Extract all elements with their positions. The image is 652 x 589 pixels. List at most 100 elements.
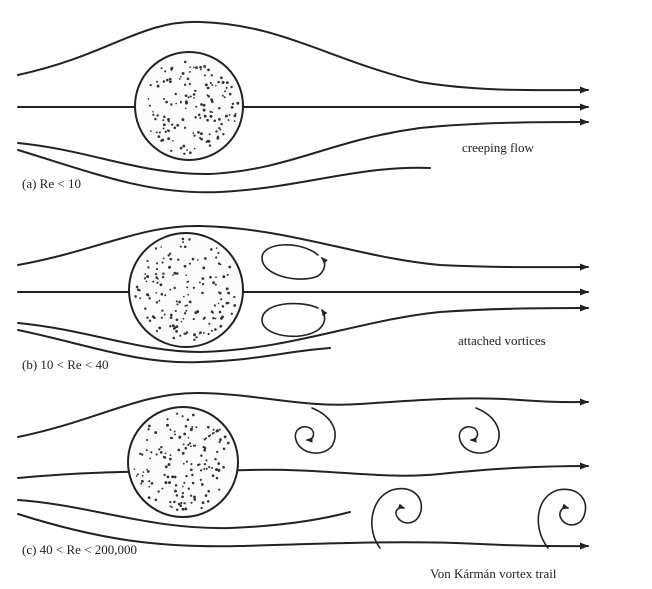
stipple-dot (156, 84, 160, 88)
stipple-dot (213, 119, 217, 122)
stipple-dot (204, 446, 207, 449)
stipple-dot (192, 318, 195, 321)
stipple-dot (187, 443, 190, 446)
stipple-dot (222, 275, 226, 279)
stipple-dot (178, 78, 181, 80)
stipple-dot (145, 438, 148, 442)
stipple-dot (216, 429, 219, 433)
stipple-dot (168, 252, 172, 255)
stipple-dot (174, 433, 177, 436)
stipple-dot (218, 106, 221, 110)
stipple-dot (175, 494, 179, 497)
stipple-dot (154, 247, 158, 250)
stipple-dot (186, 286, 189, 289)
stipple-dot (193, 134, 196, 137)
cylinder-a (134, 51, 244, 161)
stipple-dot (139, 297, 142, 300)
stipple-dot (207, 489, 210, 493)
stipple-dot (191, 413, 195, 417)
stipple-dot (176, 412, 179, 415)
stipple-dot (188, 70, 191, 73)
streamline-b-top (17, 224, 589, 271)
stipple-dot (147, 97, 150, 100)
stipple-dot (186, 280, 189, 283)
stipple-dot (188, 82, 191, 86)
stipple-dot (189, 445, 192, 448)
stipple-dot (152, 280, 155, 283)
stipple-dot (141, 474, 144, 477)
stipple-dot (203, 448, 207, 452)
streamline-c-middle (17, 462, 589, 479)
stipple-dot (182, 317, 185, 320)
case-label-a: (a) Re < 10 (22, 176, 81, 191)
stipple-dot (191, 481, 195, 485)
stipple-dot (193, 338, 196, 341)
stipple-dot (217, 302, 220, 305)
stipple-dot (188, 238, 191, 241)
stipple-dot (156, 114, 159, 117)
cylinder-c-dots (133, 412, 230, 511)
stipple-dot (186, 418, 190, 421)
stipple-dot (203, 467, 206, 471)
stipple-dot (195, 105, 198, 108)
stipple-dot (160, 316, 163, 319)
stipple-dot (233, 120, 236, 122)
stipple-dot (193, 498, 197, 501)
stipple-dot (177, 502, 181, 506)
stipple-dot (169, 428, 172, 431)
stipple-dot (209, 275, 212, 279)
stipple-dot (193, 66, 195, 69)
stipple-dot (209, 434, 212, 437)
stipple-dot (201, 291, 204, 295)
stipple-dot (169, 313, 173, 317)
stipple-dot (218, 440, 221, 444)
stipple-dot (221, 81, 225, 84)
stipple-dot (183, 481, 186, 485)
stipple-dot (175, 102, 178, 105)
stipple-dot (183, 245, 187, 249)
stipple-dot (173, 126, 177, 130)
stipple-dot (163, 473, 166, 477)
stipple-dot (206, 118, 209, 122)
stipple-dot (149, 457, 151, 460)
stipple-dot (217, 251, 220, 255)
stipple-dot (188, 151, 192, 155)
stipple-dot (159, 451, 163, 454)
stipple-dot (207, 332, 210, 336)
stipple-dot (199, 136, 202, 139)
stipple-dot (179, 245, 182, 248)
stipple-dot (192, 132, 195, 134)
stipple-dot (157, 490, 160, 493)
stipple-dot (212, 281, 215, 285)
stipple-dot (184, 424, 188, 428)
stipple-dot (200, 506, 203, 510)
stipple-dot (171, 437, 174, 440)
stipple-dot (214, 317, 217, 320)
stipple-dot (201, 282, 205, 286)
stipple-dot (150, 130, 152, 132)
stipple-dot (212, 312, 214, 314)
stipple-dot (166, 423, 169, 427)
stipple-dot (183, 152, 186, 156)
stipple-dot (217, 462, 221, 465)
stipple-dot (163, 115, 166, 119)
streamline-a-top (17, 20, 589, 94)
stipple-dot (175, 300, 178, 303)
stipple-dot (233, 114, 237, 118)
stipple-dot (227, 118, 230, 122)
stipple-dot (213, 304, 217, 307)
stipple-dot (168, 481, 171, 485)
stipple-dot (179, 101, 182, 104)
stipple-dot (230, 85, 233, 89)
stipple-dot (214, 328, 217, 331)
stipple-dot (210, 74, 213, 77)
stipple-dot (160, 67, 163, 70)
regime-label-a: creeping flow (462, 140, 534, 155)
stipple-dot (197, 113, 201, 117)
stipple-dot (202, 445, 205, 449)
stipple-dot (200, 483, 204, 486)
stipple-dot (146, 260, 149, 263)
stipple-dot (212, 316, 215, 320)
stipple-dot (173, 475, 177, 479)
stipple-dot (199, 65, 202, 69)
